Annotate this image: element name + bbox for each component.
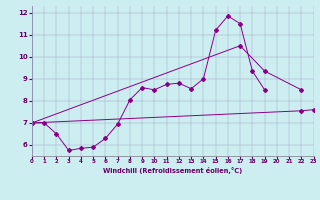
X-axis label: Windchill (Refroidissement éolien,°C): Windchill (Refroidissement éolien,°C)	[103, 167, 243, 174]
